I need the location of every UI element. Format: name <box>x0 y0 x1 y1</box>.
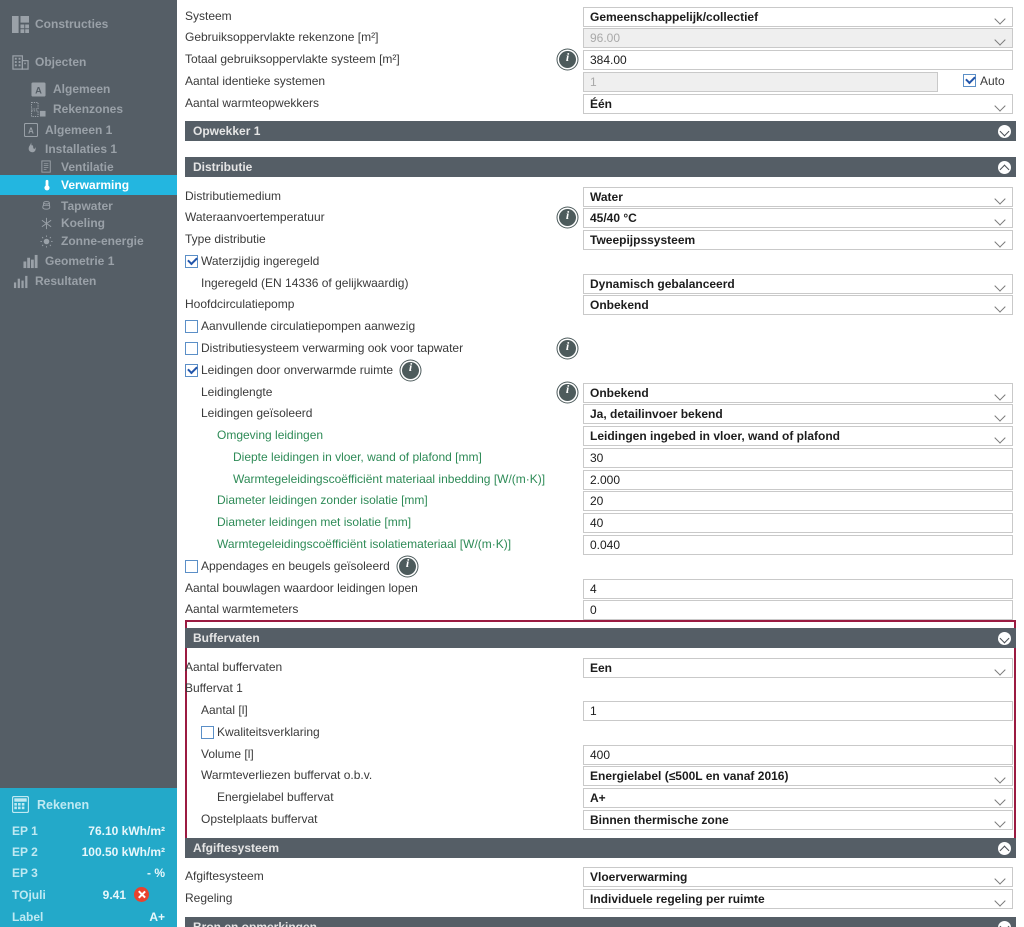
svg-text:A: A <box>35 85 42 95</box>
svg-text:A: A <box>28 127 34 136</box>
